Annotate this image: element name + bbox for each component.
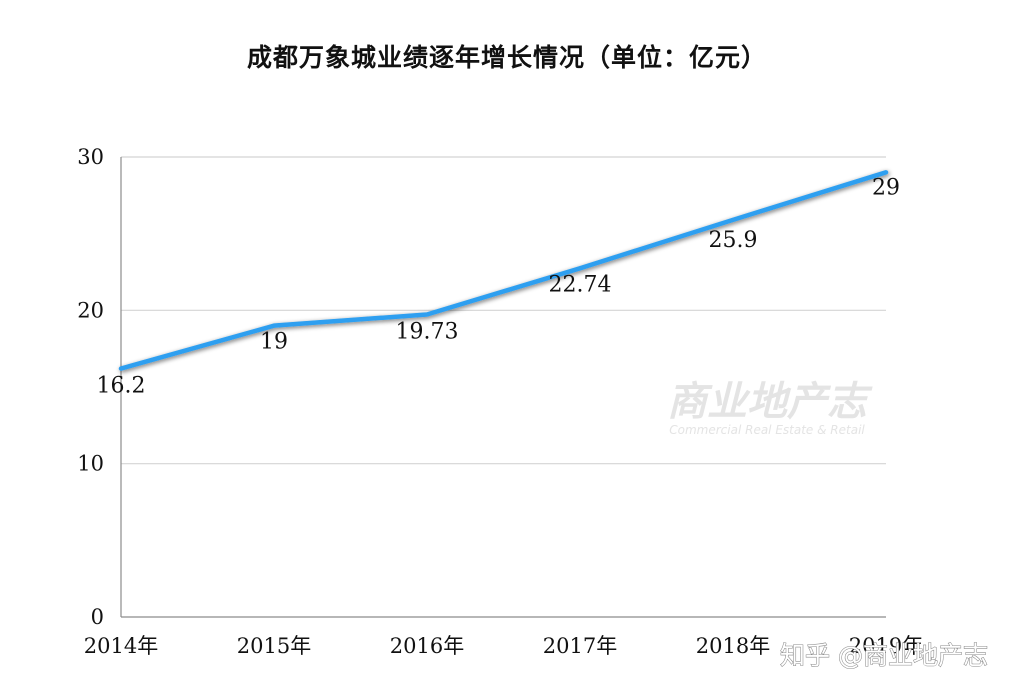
tick-labels: 0 10 20 30 2014年 2015年 2016年 2017年 2018年 2019年	[77, 145, 923, 658]
x-tick-label: 2019年	[849, 634, 923, 658]
data-label: 29	[872, 175, 900, 200]
credit-watermark: 知乎 @商业地产志	[780, 641, 988, 670]
gridlines	[121, 156, 886, 465]
x-tick-label: 2015年	[237, 634, 311, 658]
x-tick-label: 2017年	[543, 634, 617, 658]
axes	[120, 157, 886, 618]
data-label: 25.9	[709, 228, 758, 253]
y-tick-label: 10	[77, 452, 104, 476]
data-label: 22.74	[549, 272, 612, 297]
y-tick-label: 20	[77, 298, 104, 322]
y-tick-label: 0	[91, 605, 104, 629]
x-tick-label: 2018年	[696, 634, 770, 658]
data-label: 19.73	[396, 319, 459, 344]
series-line	[118, 170, 889, 371]
series-layer	[118, 170, 889, 371]
watermark-main: 商业地产志	[667, 379, 873, 425]
data-label: 19	[260, 330, 288, 355]
watermark-sub: Commercial Real Estate & Retail	[669, 423, 865, 437]
data-labels: 16.2 19 19.73 22.74 25.9 29	[97, 175, 900, 398]
chart-title: 成都万象城业绩逐年增长情况（单位：亿元）	[246, 43, 767, 72]
data-label: 16.2	[97, 374, 146, 399]
y-tick-label: 30	[77, 145, 104, 169]
x-tick-label: 2014年	[84, 634, 158, 658]
x-tick-label: 2016年	[390, 634, 464, 658]
watermark: 商业地产志 Commercial Real Estate & Retail	[667, 379, 873, 437]
